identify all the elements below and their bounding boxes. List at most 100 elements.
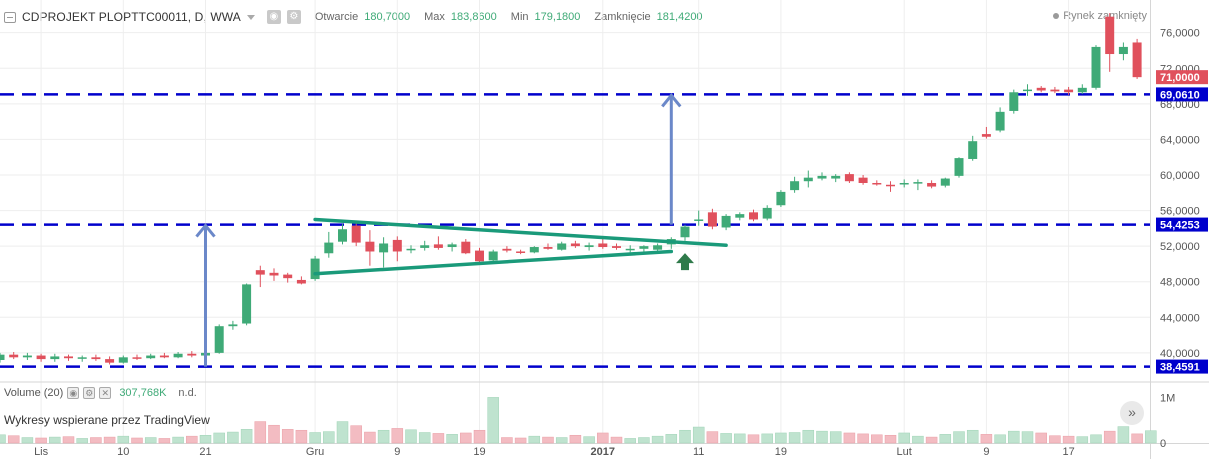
candle: [461, 239, 471, 255]
volume-bar: [966, 429, 979, 444]
candle-body: [433, 244, 443, 248]
volume-bar: [706, 431, 719, 444]
volume-bar: [1062, 435, 1075, 444]
volume-bar: [460, 432, 472, 444]
candle-body: [242, 284, 252, 324]
volume-bar: [665, 434, 678, 444]
x-tick-label: Gru: [306, 446, 324, 458]
candle: [831, 174, 841, 183]
candle-body: [1064, 89, 1074, 93]
close-icon[interactable]: ✕: [99, 387, 112, 399]
volume-bar: [679, 429, 691, 444]
candle-body: [9, 354, 19, 358]
breakout-arrow: [676, 253, 694, 271]
volume-bar: [268, 424, 280, 444]
volume-bar: [1049, 435, 1061, 444]
candle-body: [721, 215, 731, 228]
y-tick-label: 44,0000: [1160, 312, 1200, 324]
candle-body: [22, 355, 32, 358]
volume-bar: [802, 429, 815, 444]
candle: [927, 180, 937, 189]
candle: [749, 209, 758, 222]
volume-bar: [377, 429, 390, 444]
candle: [543, 243, 553, 250]
volume-bar: [323, 431, 335, 444]
volume-bar: [172, 436, 184, 444]
candle: [502, 246, 512, 253]
volume-tick-label: 1M: [1160, 392, 1175, 404]
volume-bar: [186, 435, 198, 444]
candle-body: [1009, 92, 1019, 111]
gear-icon[interactable]: ⚙: [83, 387, 96, 399]
candle-body: [543, 247, 553, 249]
candle-body: [913, 182, 923, 184]
candle: [118, 355, 128, 364]
horizontal-levels: [0, 93, 1150, 368]
candle-body: [968, 141, 978, 159]
candle-body: [927, 182, 937, 187]
candle: [310, 255, 320, 281]
collapse-icon[interactable]: [4, 11, 16, 23]
candle: [296, 276, 306, 285]
candle: [1132, 38, 1142, 79]
candle: [1064, 86, 1074, 95]
open-label: Otwarcie: [314, 11, 359, 23]
candle: [680, 224, 690, 241]
volume-bar: [692, 426, 705, 444]
volume-tick-label: 0: [1160, 438, 1166, 450]
volume-bar: [898, 432, 910, 444]
chevron-down-icon[interactable]: [246, 14, 255, 20]
candle: [639, 245, 649, 252]
candle: [735, 212, 745, 221]
eye-icon[interactable]: ◉: [266, 10, 281, 24]
volume-bar: [720, 433, 732, 444]
volume-bar: [871, 434, 883, 444]
gear-icon[interactable]: ⚙: [286, 10, 301, 24]
candle: [570, 240, 580, 248]
volume-bar: [747, 434, 760, 444]
candle-body: [707, 212, 717, 227]
volume-bar: [432, 433, 445, 444]
candles: [0, 13, 1142, 365]
symbol-title[interactable]: CDPROJEKT PLOPTTC00011, D, WWA: [22, 10, 241, 24]
volume-bar: [761, 433, 773, 444]
candle-body: [255, 270, 265, 275]
market-status: Rynek zamknięty: [1053, 10, 1147, 22]
price-label-box: [1156, 87, 1208, 102]
close-value: 181,4200: [656, 11, 703, 23]
candle: [187, 351, 197, 358]
candle: [379, 237, 389, 268]
candle-body: [529, 247, 539, 253]
candle: [762, 205, 772, 221]
candle-body: [324, 242, 334, 254]
candle-body: [899, 182, 909, 185]
candle: [64, 354, 73, 361]
volume-bar: [816, 430, 828, 444]
y-tick-label: 48,0000: [1160, 277, 1200, 289]
eye-icon[interactable]: ◉: [67, 387, 80, 399]
chart-header: CDPROJEKT PLOPTTC00011, D, WWA ◉ ⚙ Otwar…: [0, 0, 1150, 34]
candle-body: [570, 243, 580, 247]
scroll-to-latest-button[interactable]: »: [1120, 401, 1144, 425]
candle: [954, 157, 964, 178]
candle: [913, 179, 923, 191]
candle: [50, 353, 60, 362]
candle: [365, 230, 375, 266]
volume-bar: [1035, 432, 1047, 444]
candle: [338, 223, 347, 245]
candle: [105, 356, 115, 365]
volume-bar: [624, 438, 636, 444]
candle: [22, 352, 32, 360]
y-tick-label: 52,0000: [1160, 241, 1200, 253]
candle: [844, 172, 854, 183]
volume-bar: [62, 436, 75, 444]
low-value: 179,1800: [534, 11, 581, 23]
candle: [707, 208, 717, 230]
candle-body: [844, 174, 854, 182]
volume-bar: [7, 435, 20, 444]
candle-body: [187, 353, 197, 356]
volume-bar: [473, 429, 486, 444]
candle: [1023, 84, 1032, 96]
candle-body: [680, 226, 690, 238]
